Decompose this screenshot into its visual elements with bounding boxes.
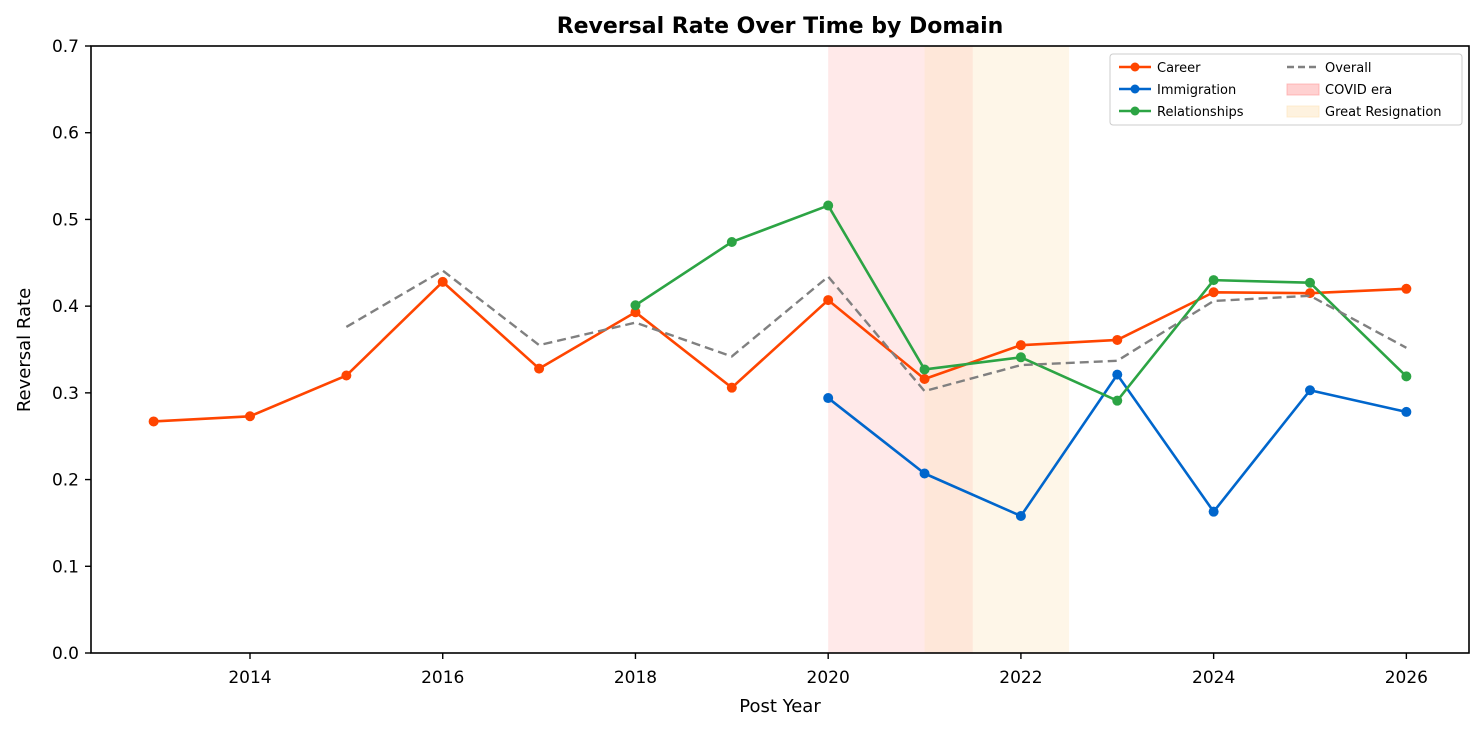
data-point-immigration-2020 bbox=[823, 393, 834, 404]
series-line-overall bbox=[345, 269, 1407, 393]
series-relationships bbox=[630, 200, 1412, 406]
data-point-relationships-2020 bbox=[823, 200, 834, 211]
data-point-relationships-2025 bbox=[1305, 277, 1315, 288]
data-point-career-2023 bbox=[1112, 334, 1123, 345]
legend-label-career: Career bbox=[1157, 61, 1201, 76]
series-overall bbox=[345, 269, 1407, 393]
data-point-relationships-2024 bbox=[1208, 275, 1219, 286]
x-tick-label-2018: 2018 bbox=[614, 668, 657, 688]
y-tick-label-1: 0.1 bbox=[52, 557, 79, 577]
legend-label-covid-era: COVID era bbox=[1325, 83, 1392, 98]
y-tick-label-3: 0.3 bbox=[52, 384, 79, 404]
legend-swatch-great-resignation bbox=[1286, 105, 1320, 118]
x-axis-label: Post Year bbox=[739, 696, 821, 717]
data-point-immigration-2025 bbox=[1305, 385, 1315, 396]
shaded-regions bbox=[828, 46, 1070, 653]
data-point-relationships-2022 bbox=[1015, 352, 1026, 363]
data-point-relationships-2018 bbox=[630, 300, 641, 311]
data-point-career-2015 bbox=[341, 370, 352, 381]
legend: Career Immigration Relationships Overall COV… bbox=[1109, 53, 1463, 126]
x-tick-label-2016: 2016 bbox=[421, 668, 464, 688]
y-tick-label-5: 0.5 bbox=[52, 210, 79, 230]
x-tick-label-2026: 2026 bbox=[1385, 668, 1428, 688]
legend-item-great-resignation: Great Resignation bbox=[1286, 105, 1442, 120]
data-point-immigration-2024 bbox=[1208, 506, 1219, 517]
data-point-career-2017 bbox=[534, 363, 545, 374]
data-point-career-2013 bbox=[148, 416, 159, 427]
x-tick-label-2022: 2022 bbox=[999, 668, 1042, 688]
legend-item-immigration: Immigration bbox=[1119, 83, 1236, 98]
y-tick-label-6: 0.6 bbox=[52, 124, 79, 144]
legend-marker-relationships bbox=[1130, 106, 1140, 116]
shaded-region-covid-era bbox=[828, 46, 973, 653]
data-point-career-2022 bbox=[1015, 340, 1026, 351]
legend-label-immigration: Immigration bbox=[1157, 83, 1236, 98]
data-point-immigration-2026 bbox=[1401, 406, 1412, 417]
legend-item-covid-era: COVID era bbox=[1286, 83, 1392, 98]
axes: 2014 2016 2018 2020 2022 2024 2026 0.0 0.1 0.2 0.3… bbox=[52, 37, 1470, 688]
data-point-career-2014 bbox=[245, 411, 255, 422]
data-point-career-2026 bbox=[1401, 283, 1412, 294]
data-point-career-2024 bbox=[1208, 287, 1219, 298]
data-point-immigration-2023 bbox=[1112, 369, 1123, 380]
data-point-immigration-2021 bbox=[919, 468, 930, 479]
data-point-career-2019 bbox=[726, 382, 737, 393]
y-axis-label: Reversal Rate bbox=[14, 288, 35, 412]
legend-label-relationships: Relationships bbox=[1157, 105, 1244, 120]
x-tick-label-2020: 2020 bbox=[807, 668, 850, 688]
legend-marker-career bbox=[1130, 62, 1140, 72]
legend-item-career: Career bbox=[1119, 61, 1201, 76]
legend-swatch-covid-era bbox=[1286, 83, 1320, 96]
legend-item-relationships: Relationships bbox=[1119, 105, 1244, 120]
plot-frame bbox=[90, 45, 1470, 654]
data-point-relationships-2019 bbox=[726, 236, 737, 247]
data-point-career-2020 bbox=[823, 295, 834, 306]
data-point-career-2018 bbox=[630, 307, 641, 318]
legend-marker-immigration bbox=[1130, 84, 1140, 94]
series-immigration bbox=[823, 369, 1412, 521]
data-point-immigration-2022 bbox=[1015, 510, 1026, 521]
data-point-career-2021 bbox=[919, 373, 930, 384]
data-point-relationships-2026 bbox=[1401, 371, 1412, 382]
series-layer bbox=[148, 200, 1412, 521]
legend-box bbox=[1109, 53, 1463, 126]
legend-label-great-resignation: Great Resignation bbox=[1325, 105, 1442, 120]
x-tick-label-2024: 2024 bbox=[1192, 668, 1235, 688]
legend-item-overall: Overall bbox=[1287, 61, 1371, 76]
shaded-region-great-resignation bbox=[924, 46, 1070, 653]
chart-title: Reversal Rate Over Time by Domain bbox=[557, 14, 1004, 39]
legend-label-overall: Overall bbox=[1325, 61, 1371, 76]
y-tick-label-4: 0.4 bbox=[52, 297, 79, 317]
y-tick-label-7: 0.7 bbox=[52, 37, 79, 57]
x-tick-label-2014: 2014 bbox=[228, 668, 271, 688]
y-tick-label-2: 0.2 bbox=[52, 471, 79, 491]
data-point-relationships-2023 bbox=[1112, 395, 1123, 406]
data-point-relationships-2021 bbox=[919, 364, 930, 375]
y-tick-label-0: 0.0 bbox=[52, 644, 79, 664]
data-point-career-2016 bbox=[437, 276, 448, 287]
